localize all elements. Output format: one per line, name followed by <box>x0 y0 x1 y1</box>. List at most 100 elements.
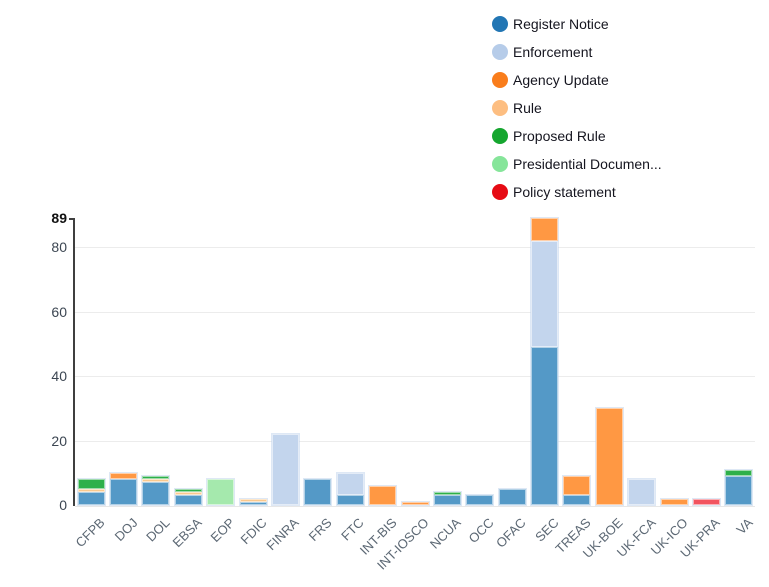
legend-item-4[interactable]: Proposed Rule <box>492 122 662 150</box>
legend-item-6[interactable]: Policy statement <box>492 178 662 206</box>
x-tick-label-dol: DOL <box>143 515 173 545</box>
bar-treas <box>563 475 591 505</box>
legend-item-label: Presidential Documen... <box>513 156 662 172</box>
legend-item-label: Policy statement <box>513 184 616 200</box>
bar-segment-fdic-series-3[interactable] <box>239 498 267 502</box>
x-axis-line <box>75 506 755 507</box>
bar-segment-va-series-0[interactable] <box>725 475 753 505</box>
bar-segment-finra-series-1[interactable] <box>271 434 299 505</box>
chart-legend: Register Notice Enforcement Agency Update R… <box>492 10 662 206</box>
legend-item-0[interactable]: Register Notice <box>492 10 662 38</box>
bar-segment-uk-fca-series-1[interactable] <box>628 479 656 505</box>
bar-segment-fdic-series-0[interactable] <box>239 501 267 505</box>
legend-swatch-icon <box>492 128 508 144</box>
bar-uk-fca <box>628 479 656 505</box>
gridline-40 <box>75 376 755 377</box>
legend-item-label: Rule <box>513 100 542 116</box>
bar-segment-int-bis-series-2[interactable] <box>369 485 397 505</box>
bar-segment-ebsa-series-4[interactable] <box>174 488 202 493</box>
bar-segment-doj-series-2[interactable] <box>110 472 138 480</box>
legend-item-1[interactable]: Enforcement <box>492 38 662 66</box>
x-tick-label-finra: FINRA <box>263 515 303 554</box>
bar-segment-uk-ico-series-2[interactable] <box>660 498 688 505</box>
bar-ncua <box>433 492 461 505</box>
legend-item-2[interactable]: Agency Update <box>492 66 662 94</box>
bar-ftc <box>336 472 364 505</box>
gridline-20 <box>75 440 755 442</box>
bar-dol <box>142 475 170 505</box>
x-tick-label-occ: OCC <box>465 515 497 547</box>
bar-ebsa <box>174 488 202 505</box>
bar-segment-dol-series-3[interactable] <box>142 479 170 483</box>
legend-swatch-icon <box>492 184 508 200</box>
bar-segment-treas-series-0[interactable] <box>563 495 591 505</box>
bar-segment-occ-series-0[interactable] <box>466 495 494 505</box>
legend-swatch-icon <box>492 72 508 88</box>
bar-segment-uk-pra-series-6[interactable] <box>692 498 720 505</box>
bar-segment-eop-series-5[interactable] <box>207 479 235 505</box>
bar-int-bis <box>369 485 397 505</box>
legend-item-5[interactable]: Presidential Documen... <box>492 150 662 178</box>
bar-eop <box>207 479 235 505</box>
bar-uk-ico <box>660 498 688 505</box>
bar-cfpb <box>77 479 105 505</box>
gridline-80 <box>75 247 755 249</box>
bar-segment-va-series-4[interactable] <box>725 469 753 476</box>
bar-int-iosco <box>401 501 429 505</box>
y-tick-label-20: 20 <box>51 432 67 449</box>
gridline-60 <box>75 311 755 313</box>
bar-segment-ncua-series-0[interactable] <box>433 495 461 505</box>
legend-item-label: Register Notice <box>513 16 609 32</box>
x-tick-label-ncua: NCUA <box>427 515 464 552</box>
legend-item-label: Agency Update <box>513 72 609 88</box>
bar-segment-cfpb-series-4[interactable] <box>77 479 105 489</box>
legend-swatch-icon <box>492 44 508 60</box>
bar-segment-dol-series-0[interactable] <box>142 482 170 505</box>
y-max-label: 89 <box>51 210 67 226</box>
x-tick-label-ofac: OFAC <box>493 515 529 551</box>
y-tick-label-40: 40 <box>51 368 67 384</box>
bar-segment-frs-series-0[interactable] <box>304 479 332 505</box>
bar-segment-ofac-series-0[interactable] <box>498 488 526 505</box>
bar-segment-sec-series-1[interactable] <box>531 240 559 347</box>
bar-segment-ftc-series-0[interactable] <box>336 495 364 505</box>
y-tick-label-60: 60 <box>51 303 67 320</box>
bar-segment-ftc-series-1[interactable] <box>336 472 364 496</box>
bar-occ <box>466 495 494 505</box>
bar-doj <box>110 472 138 505</box>
bar-segment-int-iosco-series-2[interactable] <box>401 501 429 505</box>
legend-item-label: Enforcement <box>513 44 593 60</box>
legend-item-3[interactable]: Rule <box>492 94 662 122</box>
legend-item-label: Proposed Rule <box>513 128 606 144</box>
bar-frs <box>304 479 332 505</box>
y-axis-line <box>73 218 75 506</box>
bar-ofac <box>498 488 526 505</box>
legend-swatch-icon <box>492 156 508 172</box>
legend-swatch-icon <box>492 100 508 116</box>
bar-segment-cfpb-series-3[interactable] <box>77 488 105 493</box>
bar-segment-treas-series-2[interactable] <box>563 475 591 496</box>
bar-segment-sec-series-0[interactable] <box>531 347 559 505</box>
bar-va <box>725 469 753 505</box>
bar-segment-ebsa-series-0[interactable] <box>174 495 202 505</box>
bar-uk-pra <box>692 498 720 505</box>
bar-finra <box>271 434 299 505</box>
y-tick-label-80: 80 <box>51 239 67 256</box>
y-tick-label-0: 0 <box>59 497 67 513</box>
bar-segment-uk-boe-series-2[interactable] <box>595 408 623 505</box>
bar-segment-doj-series-0[interactable] <box>110 479 138 505</box>
x-tick-label-va: VA <box>733 515 756 538</box>
bar-segment-ebsa-series-3[interactable] <box>174 492 202 496</box>
bar-uk-boe <box>595 408 623 505</box>
x-tick-label-eop: EOP <box>207 515 238 546</box>
bar-segment-ncua-series-4[interactable] <box>433 492 461 496</box>
x-tick-label-ftc: FTC <box>338 515 367 544</box>
bar-segment-sec-series-2[interactable] <box>531 218 559 241</box>
x-tick-label-doj: DOJ <box>111 515 141 544</box>
bar-segment-cfpb-series-0[interactable] <box>77 492 105 505</box>
x-tick-label-frs: FRS <box>305 515 335 544</box>
bar-segment-dol-series-4[interactable] <box>142 475 170 480</box>
x-tick-label-ebsa: EBSA <box>169 515 205 551</box>
